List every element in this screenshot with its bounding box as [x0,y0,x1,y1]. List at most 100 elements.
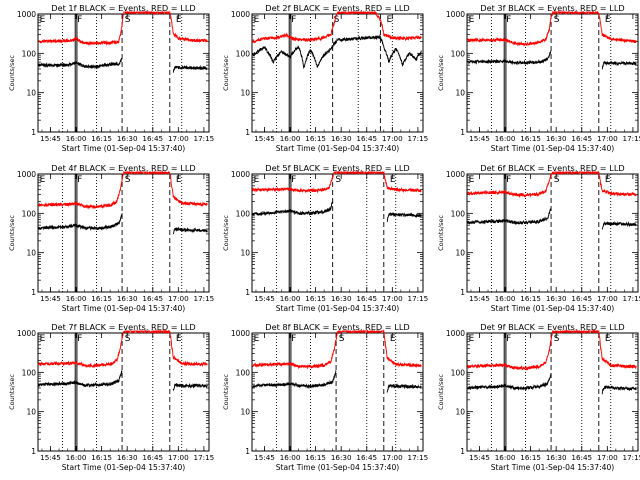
panel-8-series-events [386,383,422,393]
panel-4-xtick-label: 16:45 [142,294,163,303]
panel-7-ylabel: Counts/sec [8,374,16,410]
panel-3-region-label: S [554,15,560,25]
panel-3-xtick-label: 16:15 [520,134,541,143]
panel-9-xtick-label: 15:45 [469,453,490,462]
panel-6-xtick-label: 17:00 [597,294,618,303]
panel-8-xtick-label: 15:45 [254,453,275,462]
panel-4-ytick-label: 100 [22,209,37,218]
panel-9-xtick-label: 16:00 [495,453,516,462]
panel-7-xtick-label: 15:45 [40,453,61,462]
panel-7-xtick-label: 17:15 [194,453,215,462]
panel-8-region-label: E [254,334,260,344]
panel-2-xtick-label: 16:15 [305,134,326,143]
panel-8-series-events [252,369,337,390]
panel-9-xlabel: Start Time (01-Sep-04 15:37:40) [491,463,615,472]
panel-9-ytick-label: 1000 [446,329,465,338]
panel-3-series-events [601,60,637,70]
panel-2-ytick-label: 100 [236,49,251,58]
panel-2-frame [251,13,424,133]
panel-4-region-label: E [176,175,182,185]
panel-1-ytick-label: 1 [31,128,36,137]
panel-6-ylabel: Counts/sec [437,215,445,251]
panel-3-series-events [467,49,552,66]
panel-9-region-label: S [554,334,560,344]
panel-1-series-lld [38,10,208,46]
panel-1-xlabel: Start Time (01-Sep-04 15:37:40) [62,144,186,153]
panel-9-xtick-label: 16:15 [520,453,541,462]
panel-9-xtick-label: 16:45 [571,453,592,462]
panel-4: Det 4f BLACK = Events, RED = LLD 1 10 100 10… [8,163,214,313]
panel-2: Det 2f BLACK = Events, RED = LLD 1 10 100 10… [222,3,428,153]
panel-4-xtick-label: 17:15 [194,294,215,303]
panel-5-series-events [252,201,334,217]
panel-6-xtick-label: 16:15 [520,294,541,303]
panel-1-region-label: E [176,15,182,25]
panel-5: Det 5f BLACK = Events, RED = LLD 1 10 100 10… [222,163,428,313]
panel-3-xtick-label: 16:45 [571,134,592,143]
panel-8-ytick-label: 1000 [231,329,250,338]
panel-1-xtick-label: 16:00 [66,134,87,143]
panel-5-xtick-label: 16:00 [280,294,301,303]
panel-8-series-lld [252,329,422,370]
panel-2-xtick-label: 17:15 [408,134,429,143]
panel-1-region-label: E [40,15,46,25]
panel-6-ytick-label: 10 [455,249,465,258]
panel-1-region-label: S [125,15,131,25]
panel-5-region-label: E [390,175,396,185]
panel-3-region-label: E [469,15,475,25]
panel-4-frame [37,173,210,293]
panel-6-region-label: F [506,175,511,185]
panel-8-frame [251,332,424,452]
panel-3-frame [466,13,639,133]
panel-4-xtick-label: 16:30 [117,294,138,303]
panel-9-region-label: E [469,334,475,344]
panel-5-series-events [386,211,422,223]
panel-3-xtick-label: 16:30 [546,134,567,143]
panel-2-ylabel: Counts/sec [222,55,230,91]
panel-1-xtick-label: 16:45 [142,134,163,143]
panel-3-ytick-label: 10 [455,89,465,98]
panel-5-ytick-label: 1000 [231,170,250,179]
panel-6-xlabel: Start Time (01-Sep-04 15:37:40) [491,304,615,313]
panel-1-series-events [38,57,123,70]
panel-3-region-label: E [605,15,611,25]
panel-4-series-lld [38,170,208,210]
panel-4-xtick-label: 16:00 [66,294,87,303]
panel-2-ytick-label: 1000 [231,10,250,19]
panel-5-xtick-label: 16:45 [356,294,377,303]
panel-4-region-label: F [77,175,82,185]
panel-3: Det 3f BLACK = Events, RED = LLD 1 10 100 10… [437,3,640,153]
panel-4-xtick-label: 15:45 [40,294,61,303]
panel-4-ytick-label: 10 [26,249,36,258]
panel-6-xtick-label: 15:45 [469,294,490,303]
panel-8-ytick-label: 1 [245,447,250,456]
panel-9-series-lld [467,329,637,371]
panel-7-ytick-label: 10 [26,408,36,417]
panel-4-region-label: E [40,175,46,185]
panel-7-xtick-label: 16:30 [117,453,138,462]
panel-7-frame [37,332,210,452]
panel-9-xtick-label: 16:30 [546,453,567,462]
panel-1: Det 1f BLACK = Events, RED = LLD 1 10 100 10… [8,3,214,153]
panel-8-region-label: E [390,334,396,344]
panel-7-region-label: E [176,334,182,344]
panel-5-xtick-label: 17:15 [408,294,429,303]
panel-6-xtick-label: 16:45 [571,294,592,303]
panel-7-ytick-label: 1 [31,447,36,456]
panel-6-xtick-label: 16:30 [546,294,567,303]
panel-7-series-lld [38,329,208,369]
panel-2-series-lld [252,10,422,44]
panel-9-frame [466,332,639,452]
panel-8-xtick-label: 16:30 [331,453,352,462]
panel-4-xtick-label: 16:15 [91,294,112,303]
panel-1-title: Det 1f BLACK = Events, RED = LLD [51,3,195,13]
panel-2-region-label: F [291,15,296,25]
panel-1-xtick-label: 17:15 [194,134,215,143]
panel-1-ytick-label: 1000 [17,10,36,19]
panel-7-series-events [38,370,123,388]
panel-4-ytick-label: 1000 [17,170,36,179]
panel-2-ytick-label: 10 [240,89,250,98]
panel-2-region-label: E [254,15,260,25]
panel-6-series-events [467,208,552,226]
